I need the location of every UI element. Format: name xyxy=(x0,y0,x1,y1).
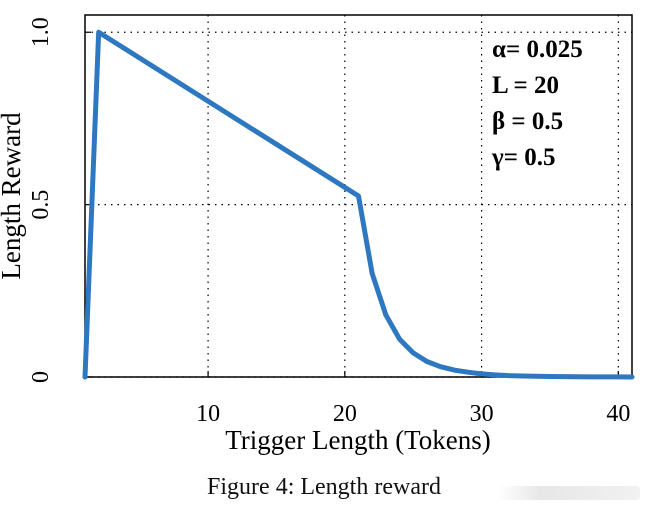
x-tick-label-40: 40 xyxy=(606,401,630,427)
gamma-annotation: γ= 0.5 xyxy=(491,144,555,171)
l-annotation: L = 20 xyxy=(492,72,559,99)
figure-caption: Figure 4: Length reward xyxy=(207,474,441,500)
y-tick-label-0: 0 xyxy=(28,371,54,383)
y-axis-label: Length Reward xyxy=(0,112,26,280)
y-tick-label-0.5: 0.5 xyxy=(28,190,54,220)
watermark xyxy=(498,486,640,500)
plot-frame xyxy=(84,14,633,378)
alpha-annotation: α= 0.025 xyxy=(492,36,583,63)
y-tick-label-1.0: 1.0 xyxy=(28,17,54,47)
x-tick-label-10: 10 xyxy=(196,401,220,427)
x-tick-label-20: 20 xyxy=(333,401,357,427)
x-tick-labels: 10 20 30 40 xyxy=(196,401,630,427)
y-tick-labels: 0 0.5 1.0 xyxy=(28,17,54,383)
length-reward-line xyxy=(82,29,635,380)
x-axis-label: Trigger Length (Tokens) xyxy=(225,425,491,455)
beta-annotation: β = 0.5 xyxy=(492,108,563,135)
x-tick-label-30: 30 xyxy=(470,401,494,427)
parameter-annotations: α= 0.025 L = 20 β = 0.5 γ= 0.5 xyxy=(491,36,583,171)
